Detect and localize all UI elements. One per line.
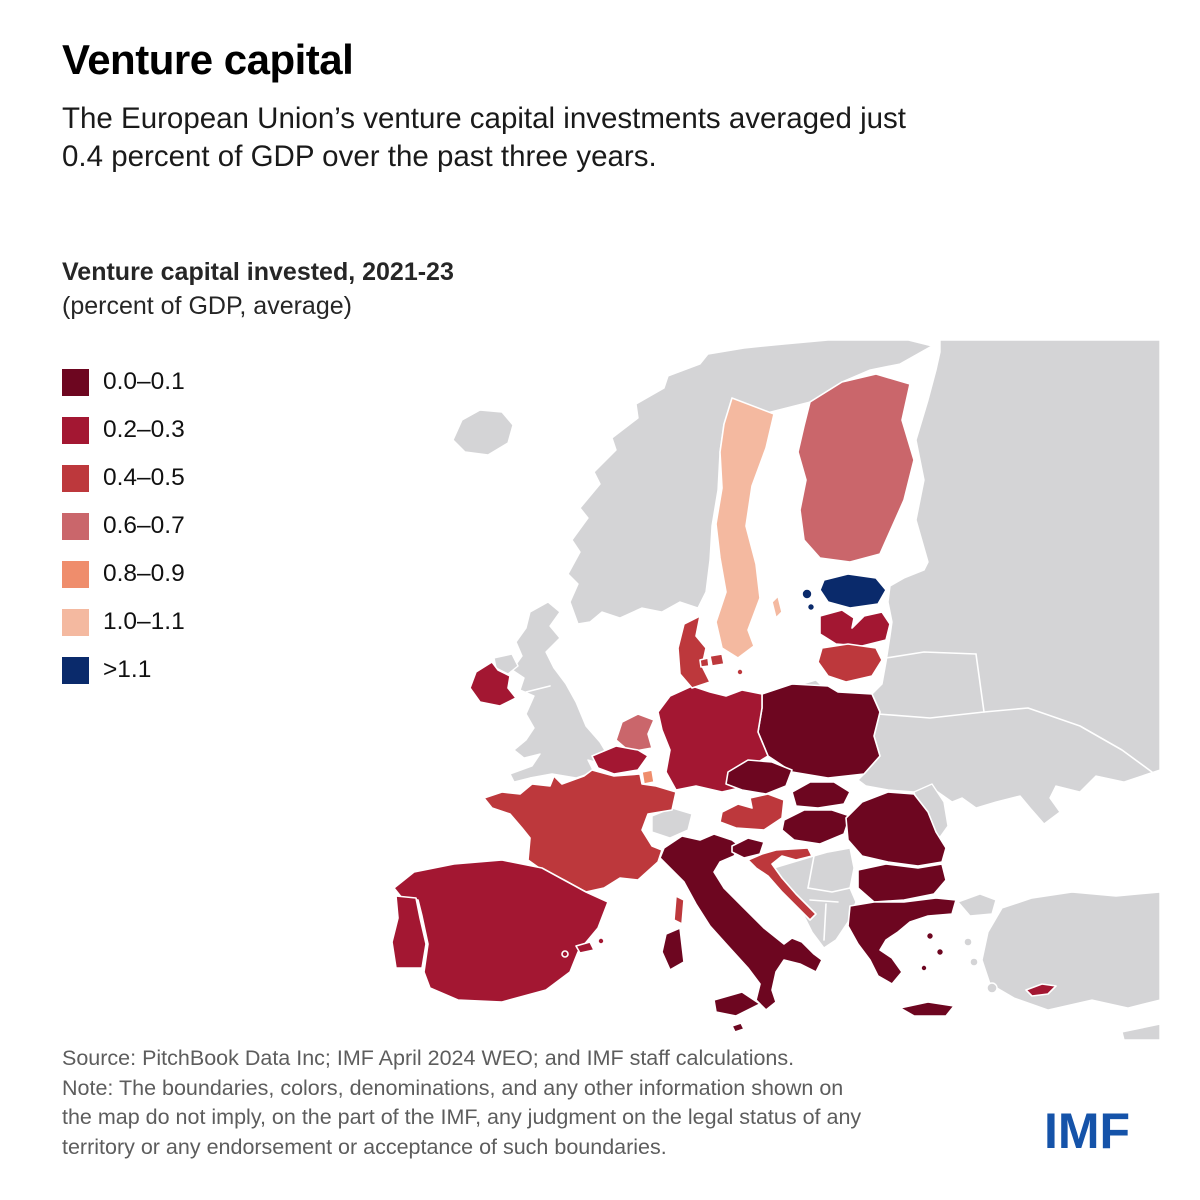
country-western-balkans [773, 847, 857, 949]
country-turkey [981, 891, 1160, 1011]
legend-label: 0.8–0.9 [103, 560, 185, 587]
note-line1: Note: The boundaries, colors, denominati… [62, 1075, 844, 1100]
legend-label: 0.0–0.1 [103, 368, 185, 395]
border-bosnia-serbia [807, 855, 815, 889]
country-czechia [725, 759, 793, 795]
country-luxembourg [641, 769, 655, 785]
border-montenegro-albania [809, 899, 839, 903]
country-croatia [747, 847, 817, 921]
country-hungary [781, 809, 851, 845]
legend-swatch-0.0-0.1 [62, 368, 89, 396]
country-greece [847, 897, 957, 985]
page-subtitle-line1: The European Union’s venture capital inv… [62, 102, 906, 135]
border-belarus-east [975, 653, 985, 713]
country-norway [567, 340, 933, 625]
legend-swatch-0.8-0.9 [62, 560, 89, 588]
page-subtitle: The European Union’s venture capital inv… [62, 100, 1152, 176]
legend-swatch-gt-1.1 [62, 656, 89, 684]
map-legend: 0.0–0.1 0.2–0.3 0.4–0.5 0.6–0.7 0.8–0.9 … [62, 358, 185, 694]
border-scotland-england [525, 685, 551, 693]
island-crete [899, 1001, 955, 1017]
island-aegean-3 [920, 964, 928, 972]
island-aegean-1 [925, 931, 935, 941]
legend-label: 0.4–0.5 [103, 464, 185, 491]
figure-unit-label: (percent of GDP, average) [62, 292, 352, 320]
country-turkey-thrace [957, 893, 997, 917]
island-aegean-gray-2 [969, 957, 979, 967]
country-latvia [819, 609, 891, 647]
legend-item: 0.0–0.1 [62, 358, 185, 406]
island-zealand [709, 653, 725, 667]
legend-swatch-0.4-0.5 [62, 464, 89, 492]
page-subtitle-line2: 0.4 percent of GDP over the past three y… [62, 140, 657, 173]
legend-label: 0.2–0.3 [103, 416, 185, 443]
country-denmark [677, 615, 711, 689]
country-romania [845, 791, 947, 867]
legend-swatch-0.2-0.3 [62, 416, 89, 444]
island-aegean-gray-1 [963, 937, 973, 947]
source-note: Source: PitchBook Data Inc; IMF April 20… [62, 1044, 992, 1162]
page-title: Venture capital [62, 36, 354, 83]
border-russia-belarus [885, 651, 977, 659]
country-finland [797, 373, 915, 563]
country-cyprus [1025, 983, 1057, 997]
legend-swatch-1.0-1.1 [62, 608, 89, 636]
island-hiiumaa [806, 602, 816, 612]
legend-label: 1.0–1.1 [103, 608, 185, 635]
country-austria [719, 793, 785, 831]
island-mallorca [575, 941, 595, 954]
island-menorca [597, 937, 605, 945]
country-malta [731, 1022, 745, 1033]
country-united-kingdom [509, 601, 607, 783]
figure-title: Venture capital invested, 2021-23 [62, 258, 454, 286]
island-bornholm [736, 668, 744, 676]
country-slovakia [791, 781, 851, 809]
europe-choropleth-map [380, 340, 1160, 1040]
imf-logo: IMF [1044, 1103, 1131, 1159]
island-ibiza [561, 950, 569, 958]
note-line3: territory or any endorsement or acceptan… [62, 1134, 667, 1159]
island-aegean-2 [935, 947, 945, 957]
source-line: Source: PitchBook Data Inc; IMF April 20… [62, 1046, 795, 1070]
country-spain [393, 859, 609, 1003]
legend-item: 0.6–0.7 [62, 502, 185, 550]
legend-label: 0.6–0.7 [103, 512, 185, 539]
note-line2: the map do not imply, on the part of the… [62, 1105, 862, 1129]
island-funen [699, 657, 710, 668]
legend-label: >1.1 [103, 656, 152, 683]
country-sweden [715, 397, 775, 659]
country-portugal [391, 895, 427, 969]
island-gotland [771, 595, 783, 619]
legend-item: 0.2–0.3 [62, 406, 185, 454]
island-sicily [713, 991, 761, 1017]
legend-item: 0.4–0.5 [62, 454, 185, 502]
country-estonia [819, 573, 887, 609]
island-corsica [673, 895, 685, 925]
country-lithuania [817, 643, 883, 683]
country-iceland [452, 409, 514, 456]
legend-item: >1.1 [62, 646, 185, 694]
legend-swatch-0.6-0.7 [62, 512, 89, 540]
island-sardinia [661, 927, 685, 971]
border-serbia-south [807, 887, 851, 893]
legend-item: 1.0–1.1 [62, 598, 185, 646]
country-russia-belarus-ukraine [857, 340, 1160, 825]
border-belarus-ukraine [877, 711, 985, 719]
country-ireland [469, 661, 517, 707]
country-levant-coast [1121, 1023, 1160, 1040]
island-rhodes [986, 982, 998, 994]
country-belgium [591, 745, 649, 775]
legend-item: 0.8–0.9 [62, 550, 185, 598]
border-albania-macedonia [823, 903, 827, 941]
border-russia-ukraine [983, 707, 1153, 773]
country-bulgaria [857, 863, 947, 903]
island-saaremaa [801, 588, 813, 600]
